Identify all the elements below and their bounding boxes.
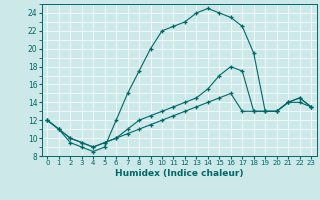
X-axis label: Humidex (Indice chaleur): Humidex (Indice chaleur) xyxy=(115,169,244,178)
